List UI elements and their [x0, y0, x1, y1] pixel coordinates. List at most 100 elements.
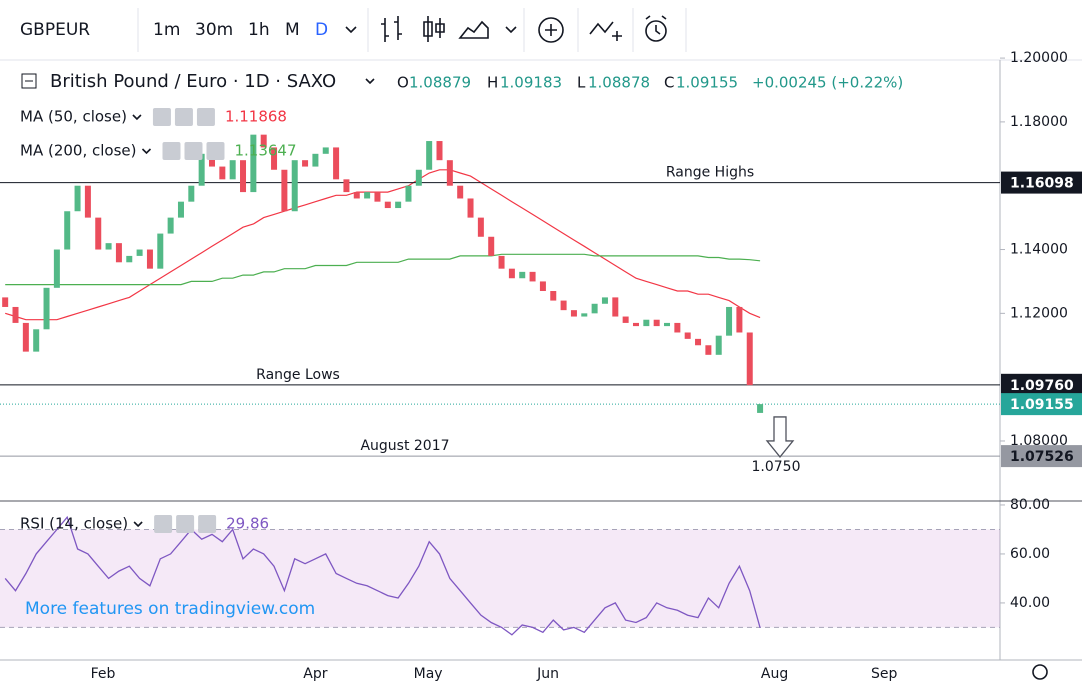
legend-button: [152, 108, 171, 126]
bars-icon[interactable]: [381, 16, 402, 42]
target-arrow: [765, 416, 795, 458]
x-tick-label: Sep: [871, 666, 898, 682]
dropdown-icon[interactable]: [141, 148, 152, 155]
dropdown-icon[interactable]: [345, 26, 357, 34]
high-key: H: [487, 74, 498, 92]
candle-body: [177, 201, 184, 218]
candle-body: [415, 169, 422, 186]
collapse-icon[interactable]: [21, 73, 37, 89]
candle-body: [612, 297, 619, 317]
rsi-y-tick-label: 80.00: [1010, 497, 1050, 513]
candle-body: [157, 233, 164, 269]
candle-body: [395, 201, 402, 209]
candle-body: [384, 201, 391, 209]
candle-body: [436, 141, 443, 161]
level-name: Range Highs: [666, 165, 754, 181]
last-price-label: 1.09155: [1010, 397, 1074, 413]
level-axis-box: [1001, 373, 1082, 396]
candle-body: [353, 192, 360, 199]
interval[interactable]: M: [285, 20, 300, 40]
interval[interactable]: 30m: [195, 20, 233, 40]
ma-legend-value: 1.13647: [234, 142, 296, 160]
candle-body: [715, 335, 722, 355]
candle-body: [240, 160, 247, 193]
candle-body: [146, 249, 153, 269]
candle-body: [291, 160, 298, 212]
candle-body: [208, 153, 215, 167]
candle-body: [64, 211, 71, 250]
ma-line: [5, 169, 761, 321]
candle-body: [498, 255, 505, 269]
area-icon[interactable]: [458, 20, 489, 39]
alert-icon: [645, 15, 667, 35]
overlay: British Pound / Euro · 1D · SAXO O 1.088…: [20, 71, 1082, 475]
dropdown-icon[interactable]: [133, 521, 143, 528]
candle-body: [539, 281, 546, 292]
candle-body: [601, 297, 608, 304]
low-key: L: [577, 74, 586, 92]
candle-body: [467, 198, 474, 218]
ma-legend-value: 1.11868: [225, 108, 287, 126]
candles-icon[interactable]: [423, 16, 445, 42]
candle-body: [632, 322, 639, 327]
candle-body: [322, 147, 329, 154]
change-value: +0.00245 (+0.22%): [752, 74, 903, 92]
legend-button: [176, 515, 195, 533]
symbol[interactable]: GBPEUR: [20, 20, 90, 40]
legend-button: [162, 142, 181, 160]
candle-body: [250, 134, 257, 193]
candle-body: [260, 134, 267, 148]
candle-body: [333, 147, 340, 180]
settings-icon[interactable]: [1032, 664, 1048, 680]
close-key: C: [664, 74, 674, 92]
candle-body: [550, 291, 557, 301]
candle-body: [446, 160, 453, 186]
candle-body: [664, 322, 671, 327]
candle-body: [43, 287, 50, 330]
candle-body: [488, 236, 495, 256]
x-tick-label: Jun: [536, 666, 559, 682]
dropdown-icon[interactable]: [132, 114, 142, 121]
candle-body: [426, 141, 433, 170]
candle-body: [188, 185, 195, 202]
ma-legend-name: MA (50, close): [20, 108, 127, 126]
dropdown-icon[interactable]: [365, 78, 375, 85]
interval[interactable]: 1m: [153, 20, 180, 40]
legend-button: [174, 108, 193, 126]
open-value: 1.08879: [409, 74, 471, 92]
level-axis-label: 1.16098: [1010, 176, 1074, 192]
level-axis-label: 1.09760: [1010, 378, 1074, 394]
interval-active[interactable]: D: [315, 20, 328, 40]
level-axis-box: [1001, 445, 1082, 468]
last-price-box: [1001, 393, 1082, 416]
candle-body: [136, 249, 143, 256]
y-tick-label: 1.18000: [1010, 114, 1068, 130]
rsi-y-tick-label: 40.00: [1010, 595, 1050, 611]
candle-body: [312, 153, 319, 167]
candle-body: [736, 306, 743, 333]
level-name: August 2017: [360, 438, 449, 454]
x-tick-label: Apr: [303, 666, 327, 682]
chart-title: British Pound / Euro · 1D · SAXO: [50, 71, 336, 92]
alert-icon[interactable]: [645, 20, 667, 42]
candle-body: [591, 303, 598, 314]
rsi-line: [4, 515, 761, 636]
x-tick-label: Feb: [91, 666, 116, 682]
candle-body: [374, 192, 381, 202]
dropdown-icon[interactable]: [505, 26, 517, 34]
candle-body: [508, 268, 515, 279]
add-indicator-icon[interactable]: [538, 17, 564, 43]
add-indicator-icon: [545, 24, 557, 36]
close-value: 1.09155: [676, 74, 738, 92]
level-axis-label: 1.07526: [1010, 449, 1074, 465]
main-pane: [0, 134, 1000, 457]
candle-body: [115, 243, 122, 263]
legend-button: [154, 515, 173, 533]
target-label: 1.0750: [752, 459, 801, 475]
candle-body: [219, 166, 226, 180]
x-tick-label: May: [414, 666, 443, 682]
interval[interactable]: 1h: [248, 20, 270, 40]
ma-line: [5, 253, 761, 286]
compare-icon[interactable]: [589, 21, 622, 41]
candle-body: [746, 332, 753, 386]
